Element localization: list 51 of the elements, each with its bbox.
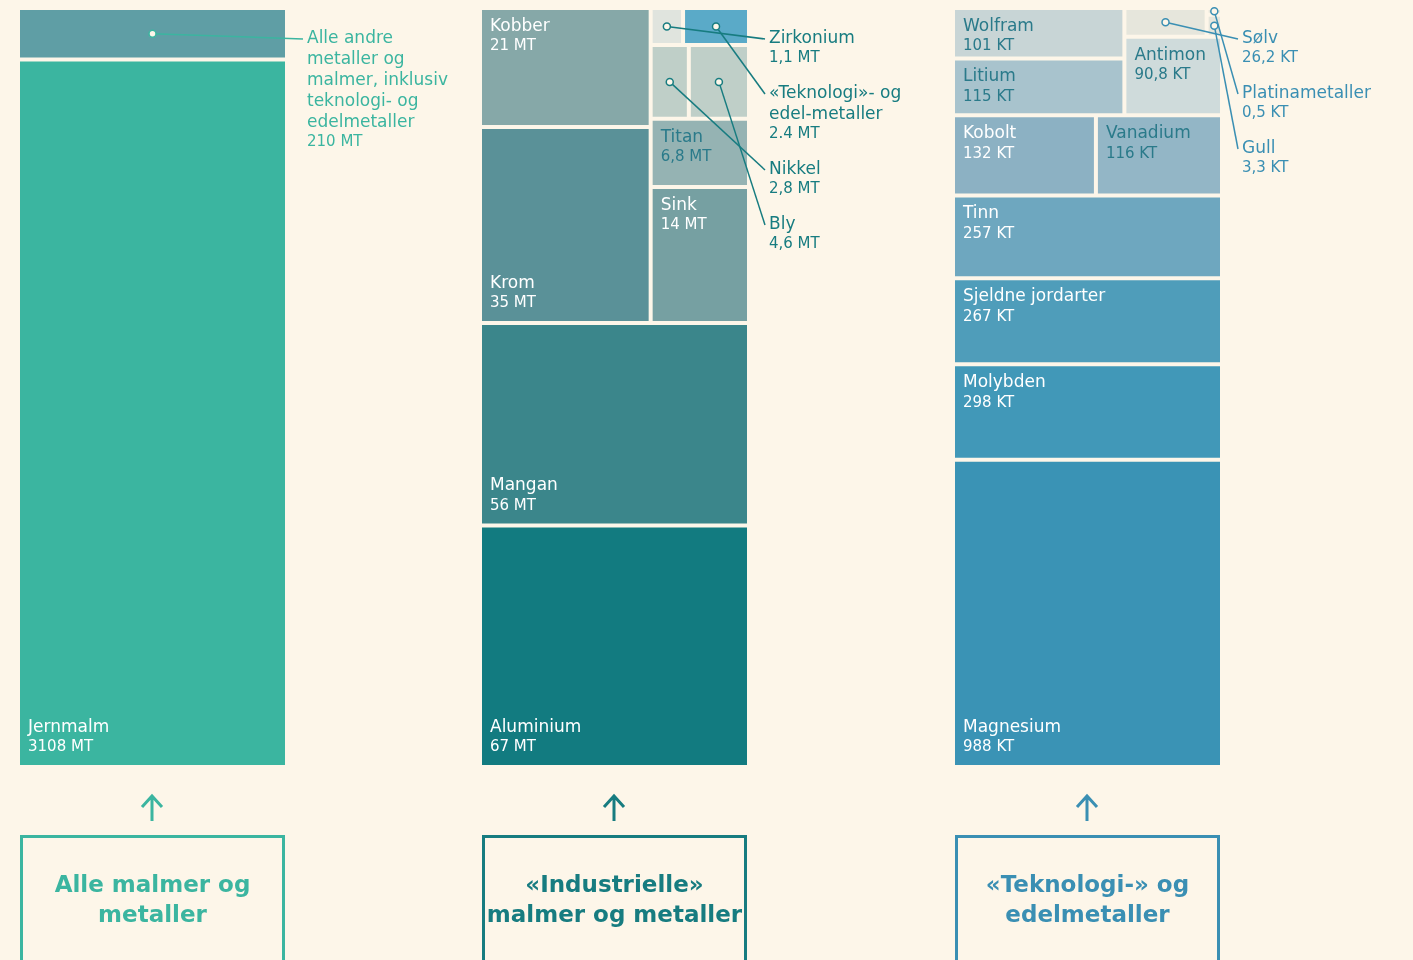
data-label: 132 KT [963,143,1016,162]
category-label: Krom [490,271,535,292]
text: Alle malmer og metaller [20,835,285,960]
data-label: 56 MT [490,495,537,514]
category-label: Alle andre metaller og malmer, inklusiv teknologi- og edelmetaller [307,26,448,131]
data-label: 988 KT [963,737,1016,756]
data-label: 67 MT [490,737,537,756]
category-label: Molybden [963,371,1046,392]
data-label: 1,1 MT [769,48,821,67]
text: «Industrielle» malmer og metaller [482,835,747,960]
category-label: Antimon [1134,43,1206,64]
category-label: Sink [660,193,697,214]
category-label: Nikkel [769,157,821,178]
data-label: 3108 MT [28,737,94,756]
data-label: 2.4 MT [769,124,821,143]
data-label: 2,8 MT [769,179,821,198]
data-label: 14 MT [660,215,708,234]
category-label: Zirkonium [769,26,855,47]
category-label: Sølv [1242,26,1278,47]
category-label: Wolfram [963,14,1034,35]
category-label: Mangan [490,474,558,495]
category-label: Sjeldne jordarter [963,285,1106,306]
data-label: 21 MT [490,36,537,55]
category-label: Litium [963,65,1016,86]
data-label: 298 KT [963,392,1016,411]
category-label: Bly [769,212,796,233]
category-label: Vanadium [1105,122,1191,143]
data-label: 115 KT [963,86,1016,105]
category-label: Tinn [962,202,1000,223]
data-label: 0,5 KT [1242,103,1290,122]
data-label: 210 MT [307,132,364,151]
data-label: 101 KT [963,36,1016,55]
category-label: Kobber [490,14,550,35]
data-label: 3,3 KT [1242,158,1290,177]
category-label: Platinametaller [1242,81,1371,102]
category-label: «Teknologi»- og edel-metaller [769,81,902,123]
text: «Teknologi-» og edelmetaller [955,835,1220,960]
category-label: Magnesium [963,715,1062,736]
category-label: Jernmalm [27,715,110,736]
category-label: Titan [659,125,704,146]
data-label: 4,6 MT [769,234,821,253]
data-label: 257 KT [963,223,1016,242]
data-label: 6,8 MT [660,147,713,166]
data-label: 35 MT [490,293,537,312]
category-label: Gull [1242,136,1276,157]
data-label: 90,8 KT [1134,65,1192,84]
data-label: 267 KT [963,306,1016,325]
data-label: 26,2 KT [1242,48,1299,67]
category-label: Kobolt [963,122,1017,143]
data-label: 116 KT [1105,143,1158,162]
category-label: Aluminium [490,715,582,736]
